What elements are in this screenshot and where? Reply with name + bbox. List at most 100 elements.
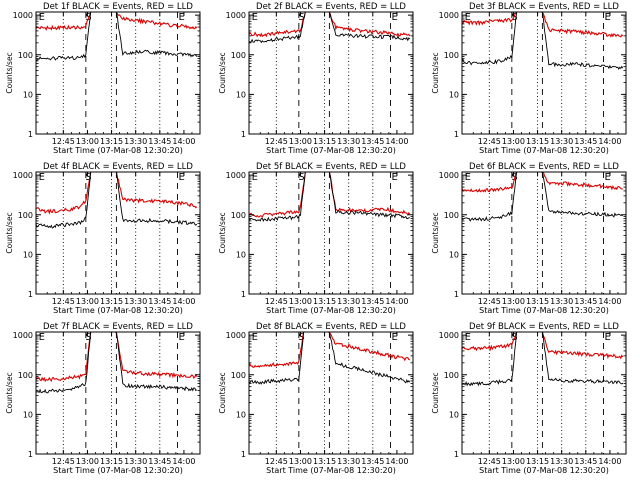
y-tick-label: 1 [454,130,459,139]
plot-frame [248,331,414,455]
x-tick-label: 13:15 [526,137,549,146]
x-tick-label: 12:45 [478,137,501,146]
panel-title: Det 7f BLACK = Events, RED = LLD [43,322,193,332]
y-tick-label: 10 [449,250,459,259]
x-tick-label: 13:00 [76,297,99,306]
y-tick-label: 1 [28,290,33,299]
x-tick-label: 13:30 [337,297,360,306]
panel-title: Det 2f BLACK = Events, RED = LLD [256,2,406,12]
x-tick-label: 13:15 [526,457,549,466]
marker-label: E [178,12,184,23]
x-tick-label: 14:00 [598,297,621,306]
marker-label: E [178,332,184,343]
x-tick-label: 13:45 [148,297,171,306]
y-tick-label: 1000 [13,171,33,180]
y-axis-label: Counts/sec [5,372,14,413]
x-tick-label: 13:15 [100,297,123,306]
x-tick-label: 13:30 [550,137,573,146]
y-tick-label: 10 [236,410,246,419]
plot-frame [461,171,627,295]
x-axis-label: Start Time (07-Mar-08 12:30:20) [479,306,609,315]
x-tick-label: 13:00 [289,297,312,306]
x-tick-label: 12:45 [265,137,288,146]
y-tick-label: 100 [444,211,459,220]
x-axis-label: Start Time (07-Mar-08 12:30:20) [266,146,396,155]
y-tick-label: 1000 [439,331,459,340]
x-tick-label: 13:45 [574,137,597,146]
x-tick-label: 13:45 [361,297,384,306]
y-tick-label: 100 [18,51,33,60]
x-tick-label: 13:15 [313,137,336,146]
x-tick-label: 12:45 [478,457,501,466]
y-axis-label: Counts/sec [431,52,440,93]
y-tick-label: 1000 [13,331,33,340]
y-tick-label: 1 [241,130,246,139]
marker-label: E [465,172,471,183]
y-axis-label: Counts/sec [218,372,227,413]
y-tick-label: 100 [444,371,459,380]
x-tick-label: 14:00 [172,457,195,466]
marker-label: E [39,12,45,23]
y-axis-label: Counts/sec [218,212,227,253]
y-tick-label: 1 [28,450,33,459]
panel-title: Det 4f BLACK = Events, RED = LLD [43,162,193,172]
x-tick-label: 13:45 [361,457,384,466]
y-tick-label: 10 [449,410,459,419]
x-tick-label: 12:45 [52,297,75,306]
plot-frame [35,171,201,295]
x-tick-label: 13:30 [550,457,573,466]
x-tick-label: 14:00 [172,137,195,146]
x-tick-label: 14:00 [598,137,621,146]
x-tick-label: 13:00 [502,297,525,306]
x-axis-label: Start Time (07-Mar-08 12:30:20) [53,466,183,475]
marker-label: E [391,172,397,183]
x-tick-label: 13:00 [76,457,99,466]
y-tick-label: 10 [23,90,33,99]
marker-label: E [252,172,258,183]
panel-title: Det 6f BLACK = Events, RED = LLD [469,162,619,172]
events-series-line [461,171,624,222]
y-axis-label: Counts/sec [5,52,14,93]
x-tick-label: 13:30 [124,137,147,146]
x-tick-label: 13:30 [337,457,360,466]
y-axis-label: Counts/sec [218,52,227,93]
panel-title: Det 5f BLACK = Events, RED = LLD [256,162,406,172]
x-tick-label: 14:00 [385,457,408,466]
y-tick-label: 1000 [226,11,246,20]
y-tick-label: 1000 [13,11,33,20]
x-tick-label: 14:00 [172,297,195,306]
marker-label: E [252,12,258,23]
x-tick-label: 13:30 [550,297,573,306]
y-tick-label: 100 [18,371,33,380]
x-tick-label: 13:30 [124,297,147,306]
x-tick-label: 13:45 [361,137,384,146]
x-axis-label: Start Time (07-Mar-08 12:30:20) [53,306,183,315]
plot-frame [35,11,201,135]
x-axis-label: Start Time (07-Mar-08 12:30:20) [266,306,396,315]
y-tick-label: 1 [241,450,246,459]
y-tick-label: 1000 [439,11,459,20]
plot-frame [461,11,627,135]
x-tick-label: 13:30 [337,137,360,146]
marker-label: E [465,332,471,343]
y-tick-label: 1000 [226,331,246,340]
y-tick-label: 100 [18,211,33,220]
x-tick-label: 12:45 [52,457,75,466]
y-tick-label: 10 [23,410,33,419]
y-tick-label: 10 [236,90,246,99]
marker-label: E [178,172,184,183]
y-tick-label: 1000 [439,171,459,180]
x-tick-label: 13:00 [76,137,99,146]
x-tick-label: 13:45 [148,457,171,466]
x-tick-label: 13:30 [124,457,147,466]
marker-label: E [39,172,45,183]
marker-label: S [298,12,304,23]
x-tick-label: 13:15 [526,297,549,306]
x-tick-label: 13:00 [289,457,312,466]
x-tick-label: 12:45 [52,137,75,146]
plot-frame [461,331,627,455]
